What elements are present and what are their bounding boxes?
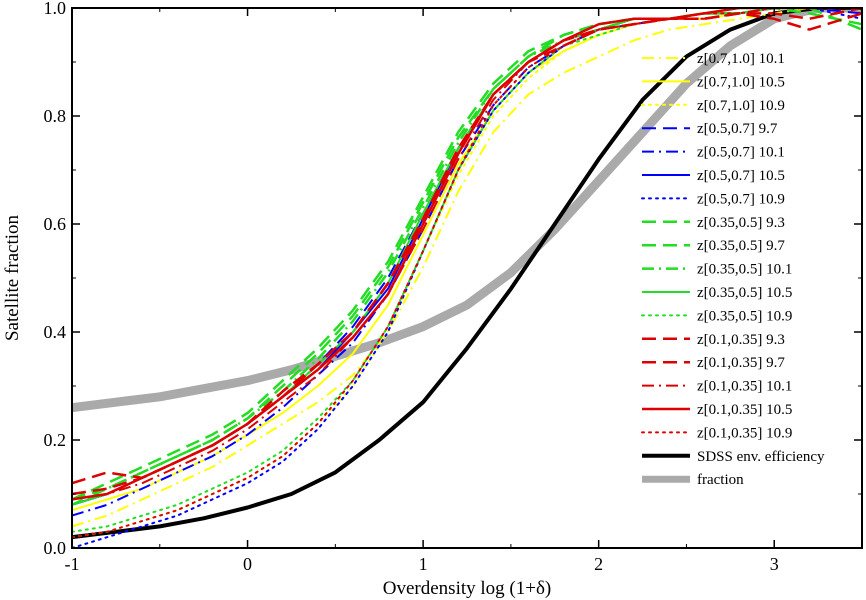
legend-label-11: z[0.35,0.5] 10.5 — [697, 285, 792, 301]
legend-label-8: z[0.35,0.5] 9.3 — [697, 215, 785, 231]
x-tick-label: 1 — [419, 554, 428, 574]
series-line-10 — [72, 8, 862, 506]
y-tick-label: 0.0 — [44, 538, 67, 558]
series-line-19 — [72, 8, 862, 413]
legend-label-10: z[0.35,0.5] 10.1 — [697, 262, 792, 278]
series-line-18 — [72, 8, 862, 540]
y-tick-label: 0.6 — [44, 214, 67, 234]
y-tick-label: 1.0 — [44, 0, 67, 18]
legend-label-3: z[0.7,1.0] 10.9 — [697, 98, 785, 114]
legend-label-7: z[0.5,0.7] 10.9 — [697, 191, 785, 207]
axis-ticks: -1 0 1 2 3 0.0 0.2 0.4 0.6 0.8 1.0 — [44, 0, 863, 574]
legend-label-2: z[0.7,1.0] 10.5 — [697, 74, 785, 90]
legend-label-15: z[0.1,0.35] 10.1 — [697, 379, 792, 395]
y-tick-label: 0.2 — [44, 430, 67, 450]
series-line-17 — [72, 8, 862, 539]
series-layer — [72, 8, 862, 548]
y-tick-label: 0.8 — [44, 106, 67, 126]
legend-label-17: z[0.1,0.35] 10.9 — [697, 425, 792, 441]
legend-label-4: z[0.5,0.7] 9.7 — [697, 121, 778, 137]
x-tick-label: 0 — [243, 554, 252, 574]
x-tick-label: 2 — [594, 554, 603, 574]
x-axis-label: Overdensity log (1+δ) — [383, 578, 551, 599]
x-tick-label: -1 — [65, 554, 80, 574]
series-line-15 — [72, 8, 862, 501]
legend-label-13: z[0.1,0.35] 9.3 — [697, 332, 785, 348]
legend-label-16: z[0.1,0.35] 10.5 — [697, 402, 792, 418]
legend-label-5: z[0.5,0.7] 10.1 — [697, 145, 785, 161]
legend-label-9: z[0.35,0.5] 9.7 — [697, 238, 785, 254]
legend-label-12: z[0.35,0.5] 10.9 — [697, 308, 792, 324]
legend-label-19: fraction — [697, 472, 744, 488]
x-tick-label: 3 — [770, 554, 779, 574]
y-axis-label: Satellite fraction — [2, 214, 23, 341]
legend-label-18: SDSS env. efficiency — [697, 449, 825, 465]
y-tick-label: 0.4 — [44, 322, 67, 342]
legend-label-6: z[0.5,0.7] 10.5 — [697, 168, 785, 184]
series-line-16 — [72, 8, 862, 501]
legend-label-1: z[0.7,1.0] 10.1 — [697, 51, 785, 67]
series-line-1 — [72, 8, 862, 528]
legend: z[0.7,1.0] 10.1 z[0.7,1.0] 10.5 z[0.7,1.0]… — [641, 51, 825, 488]
legend-label-14: z[0.1,0.35] 9.7 — [697, 355, 785, 371]
